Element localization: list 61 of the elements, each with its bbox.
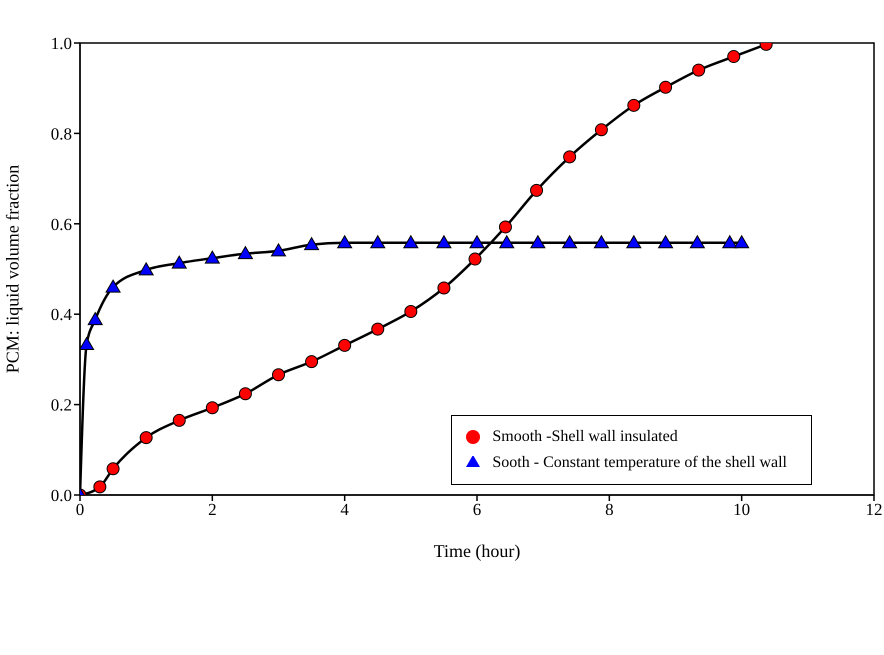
x-tick-label: 10 [733, 500, 750, 520]
point [498, 220, 512, 234]
y-tick-label: 0.2 [50, 396, 72, 415]
legend-label: Sooth - Constant temperature of the shell wall [492, 454, 787, 471]
x-tick-label: 2 [208, 500, 217, 520]
x-tick-label: 8 [605, 500, 614, 520]
point [734, 235, 750, 248]
point [627, 98, 640, 112]
point [530, 184, 544, 197]
point [88, 312, 103, 326]
point [206, 401, 219, 414]
x-tick-label: 0 [76, 500, 84, 520]
x-tick-label: 12 [866, 500, 882, 520]
point [626, 235, 642, 248]
point [499, 235, 514, 248]
point [338, 338, 352, 352]
y-tick-label: 1.0 [50, 34, 72, 54]
point [238, 246, 253, 260]
point [594, 235, 609, 248]
point [80, 336, 94, 350]
point [404, 304, 418, 318]
y-tick-label: 0.0 [50, 486, 72, 506]
point [271, 243, 286, 256]
y-axis-title: PCM: liquid volume fraction [2, 164, 22, 374]
point [594, 123, 608, 136]
x-tick-label: 4 [340, 500, 350, 520]
y-tick-label: 0.8 [50, 124, 72, 144]
point [93, 480, 106, 494]
point [305, 355, 318, 368]
point [138, 262, 154, 276]
point [370, 235, 386, 248]
point [437, 281, 450, 294]
point [468, 252, 482, 266]
point [530, 235, 546, 248]
point [371, 322, 384, 336]
point [337, 235, 352, 248]
point [727, 50, 740, 64]
point [403, 235, 418, 248]
y-tick-label: 0.4 [50, 305, 72, 324]
point [238, 387, 252, 400]
point [470, 235, 484, 248]
point [304, 237, 320, 250]
point [690, 235, 705, 248]
y-tick-label: 0.6 [50, 214, 72, 234]
point [722, 235, 738, 248]
point [106, 462, 120, 476]
point [563, 150, 576, 164]
legend-label: Smooth -Shell wall insulated [492, 428, 678, 445]
point [106, 280, 121, 293]
point [658, 235, 674, 248]
point [172, 414, 186, 427]
x-tick-label: 6 [472, 500, 482, 520]
point [659, 80, 672, 94]
point [204, 250, 220, 264]
point [140, 431, 153, 444]
point [562, 235, 578, 248]
point [436, 235, 452, 248]
point [172, 256, 187, 269]
point [272, 368, 285, 382]
x-axis-title: Time (hour) [434, 541, 520, 561]
point [692, 64, 706, 77]
